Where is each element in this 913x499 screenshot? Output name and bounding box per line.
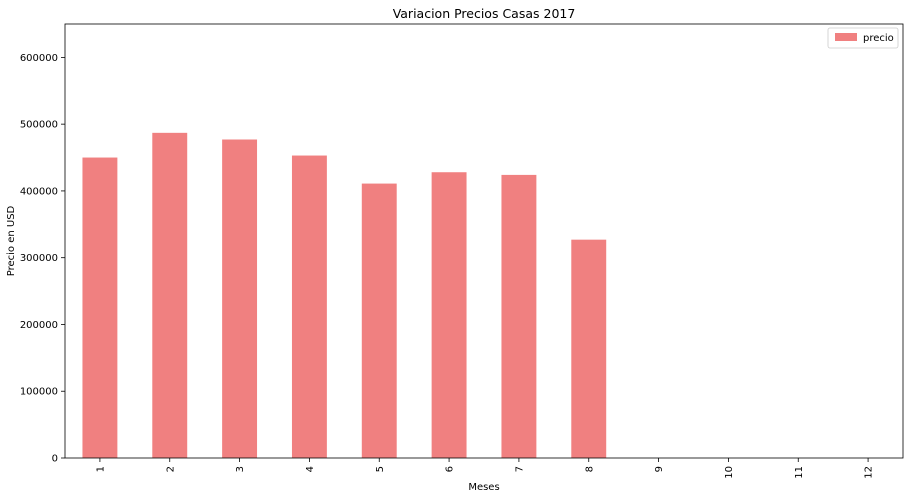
y-tick-label: 100000	[20, 387, 58, 398]
legend: precio	[827, 27, 899, 49]
y-tick-label: 0	[52, 454, 58, 465]
y-ticks: 0 100000 200000 300000 400000 500000 600000	[20, 53, 65, 465]
x-ticks: 1 2 3 4 5 6 7 8 9 10 11 12	[95, 458, 875, 479]
bar-3	[222, 139, 258, 458]
legend-label: precio	[863, 33, 894, 44]
x-tick-label: 6	[445, 466, 456, 472]
x-tick-label: 11	[794, 466, 805, 479]
x-axis-label: Meses	[468, 482, 499, 493]
y-tick-label: 200000	[20, 320, 58, 331]
x-tick-label: 3	[235, 466, 246, 472]
bar-7	[501, 174, 537, 458]
y-tick-label: 400000	[20, 186, 58, 197]
x-tick-label: 9	[654, 466, 665, 472]
bar-1	[82, 157, 118, 459]
y-tick-label: 600000	[20, 53, 58, 64]
x-tick-label: 7	[514, 466, 525, 472]
x-tick-label: 10	[724, 466, 735, 479]
legend-swatch	[835, 33, 857, 41]
y-axis-label: Precio en USD	[6, 205, 17, 276]
x-tick-label: 12	[864, 466, 875, 479]
bars-group	[82, 132, 607, 459]
axes-frame	[64, 23, 904, 459]
x-tick-label: 5	[375, 466, 386, 472]
bar-4	[291, 155, 327, 458]
bar-6	[431, 172, 467, 458]
y-tick-label: 300000	[20, 253, 58, 264]
bar-8	[571, 239, 607, 458]
chart-title: Variacion Precios Casas 2017	[393, 6, 576, 21]
x-tick-label: 2	[165, 466, 176, 472]
x-tick-label: 8	[584, 466, 595, 472]
x-tick-label: 1	[95, 466, 106, 472]
bar-2	[152, 132, 188, 458]
bar-5	[361, 183, 397, 458]
x-tick-label: 4	[305, 466, 316, 472]
y-tick-label: 500000	[20, 120, 58, 131]
